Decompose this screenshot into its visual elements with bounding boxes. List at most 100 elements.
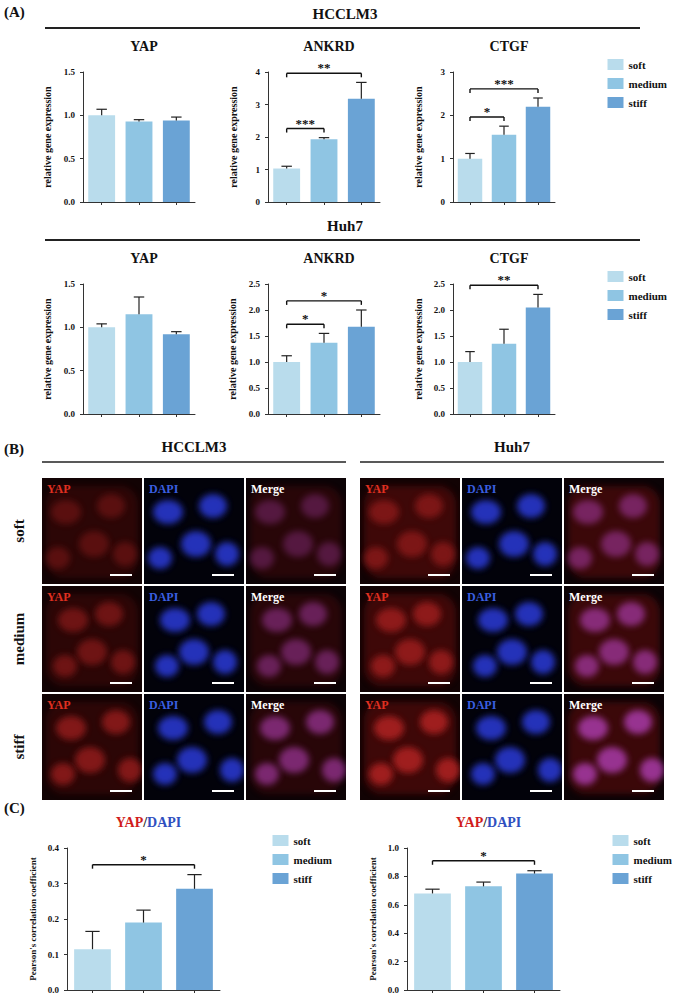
svg-text:YAP: YAP	[365, 482, 389, 496]
svg-text:0.6: 0.6	[388, 900, 400, 910]
svg-text:DAPI: DAPI	[467, 590, 497, 604]
svg-text:YAP: YAP	[456, 815, 484, 830]
svg-text:YAP: YAP	[365, 590, 389, 604]
svg-text:Merge: Merge	[251, 698, 285, 712]
svg-text:DAPI: DAPI	[147, 815, 181, 830]
svg-text:0.5: 0.5	[64, 154, 76, 164]
svg-text:0.8: 0.8	[388, 871, 400, 881]
svg-text:2: 2	[256, 132, 261, 142]
svg-text:0.5: 0.5	[249, 383, 261, 393]
svg-text:0.5: 0.5	[434, 383, 446, 393]
svg-text:relative gene expression: relative gene expression	[228, 86, 239, 188]
svg-text:Merge: Merge	[569, 590, 603, 604]
svg-text:CTGF: CTGF	[490, 251, 529, 266]
svg-text:0.0: 0.0	[64, 197, 76, 207]
svg-text:2: 2	[441, 110, 446, 120]
svg-text:2.0: 2.0	[434, 305, 446, 315]
svg-text:stiff: stiff	[629, 97, 648, 109]
svg-text:relative gene expression: relative gene expression	[413, 86, 424, 188]
svg-text:2.5: 2.5	[434, 279, 446, 289]
svg-text:DAPI: DAPI	[149, 482, 179, 496]
svg-text:medium: medium	[11, 612, 27, 665]
svg-text:soft: soft	[629, 271, 646, 283]
svg-text:0.0: 0.0	[48, 985, 60, 995]
svg-text:stiff: stiff	[11, 734, 27, 760]
svg-text:YAP: YAP	[47, 698, 71, 712]
svg-text:(B): (B)	[4, 441, 24, 458]
svg-text:0.3: 0.3	[48, 879, 60, 889]
svg-text:YAP: YAP	[130, 39, 158, 54]
svg-text:relative gene expression: relative gene expression	[42, 298, 53, 400]
svg-text:1.0: 1.0	[388, 843, 400, 853]
svg-text:*: *	[321, 288, 328, 303]
svg-text:*: *	[140, 852, 147, 867]
svg-text:Pearson's correlation coeffici: Pearson's correlation coefficient	[368, 857, 378, 980]
svg-text:soft: soft	[634, 835, 651, 847]
svg-text:0.2: 0.2	[388, 957, 400, 967]
svg-text:1.5: 1.5	[434, 331, 446, 341]
svg-text:0.1: 0.1	[48, 950, 60, 960]
svg-text:stiff: stiff	[294, 873, 313, 885]
svg-text:YAP: YAP	[116, 815, 144, 830]
svg-text:1.5: 1.5	[64, 279, 76, 289]
svg-text:0.0: 0.0	[388, 985, 400, 995]
svg-text:0.0: 0.0	[434, 409, 446, 419]
svg-text:1.5: 1.5	[249, 331, 261, 341]
svg-text:YAP: YAP	[47, 590, 71, 604]
svg-text:*: *	[480, 848, 487, 863]
svg-text:***: ***	[494, 76, 514, 91]
svg-text:medium: medium	[634, 854, 673, 866]
svg-text:DAPI: DAPI	[467, 698, 497, 712]
svg-text:soft: soft	[11, 519, 27, 542]
svg-text:Merge: Merge	[251, 590, 285, 604]
svg-text:0: 0	[256, 197, 261, 207]
svg-text:0.4: 0.4	[48, 843, 60, 853]
svg-text:0.5: 0.5	[64, 366, 76, 376]
svg-text:Merge: Merge	[569, 698, 603, 712]
svg-text:3: 3	[256, 100, 261, 110]
svg-text:1.0: 1.0	[249, 357, 261, 367]
svg-text:Pearson's correlation coeffici: Pearson's correlation coefficient	[28, 857, 38, 980]
svg-text:DAPI: DAPI	[487, 815, 521, 830]
svg-text:stiff: stiff	[629, 309, 648, 321]
svg-text:ANKRD: ANKRD	[303, 39, 354, 54]
svg-text:DAPI: DAPI	[467, 482, 497, 496]
svg-text:**: **	[498, 272, 511, 287]
svg-text:*: *	[484, 104, 491, 119]
svg-text:Huh7: Huh7	[494, 439, 530, 455]
svg-text:soft: soft	[629, 59, 646, 71]
svg-text:**: **	[318, 60, 331, 75]
svg-text:medium: medium	[629, 290, 668, 302]
svg-text:relative gene expression: relative gene expression	[413, 298, 424, 400]
svg-text:DAPI: DAPI	[149, 698, 179, 712]
svg-text:medium: medium	[629, 78, 668, 90]
svg-text:1: 1	[441, 154, 446, 164]
svg-text:soft: soft	[294, 835, 311, 847]
svg-text:2.0: 2.0	[249, 305, 261, 315]
svg-text:0: 0	[441, 197, 446, 207]
svg-text:0.0: 0.0	[249, 409, 261, 419]
svg-text:relative gene expression: relative gene expression	[227, 298, 238, 400]
svg-text:2.5: 2.5	[249, 279, 261, 289]
svg-text:YAP: YAP	[47, 482, 71, 496]
svg-text:HCCLM3: HCCLM3	[162, 439, 227, 455]
svg-text:1.5: 1.5	[64, 67, 76, 77]
svg-text:relative gene expression: relative gene expression	[42, 86, 53, 188]
svg-text:1.0: 1.0	[434, 357, 446, 367]
svg-text:Merge: Merge	[251, 482, 285, 496]
svg-text:1: 1	[256, 165, 261, 175]
svg-text:1.0: 1.0	[64, 110, 76, 120]
svg-text:medium: medium	[294, 854, 333, 866]
svg-text:*: *	[302, 311, 309, 326]
svg-text:0.4: 0.4	[388, 928, 400, 938]
svg-text:0.2: 0.2	[48, 914, 60, 924]
svg-text:YAP: YAP	[365, 698, 389, 712]
svg-text:1.0: 1.0	[64, 322, 76, 332]
svg-text:4: 4	[256, 67, 261, 77]
svg-text:CTGF: CTGF	[490, 39, 529, 54]
svg-text:ANKRD: ANKRD	[303, 251, 354, 266]
svg-text:3: 3	[441, 67, 446, 77]
svg-text:***: ***	[296, 116, 316, 131]
svg-text:DAPI: DAPI	[149, 590, 179, 604]
svg-text:YAP: YAP	[130, 251, 158, 266]
